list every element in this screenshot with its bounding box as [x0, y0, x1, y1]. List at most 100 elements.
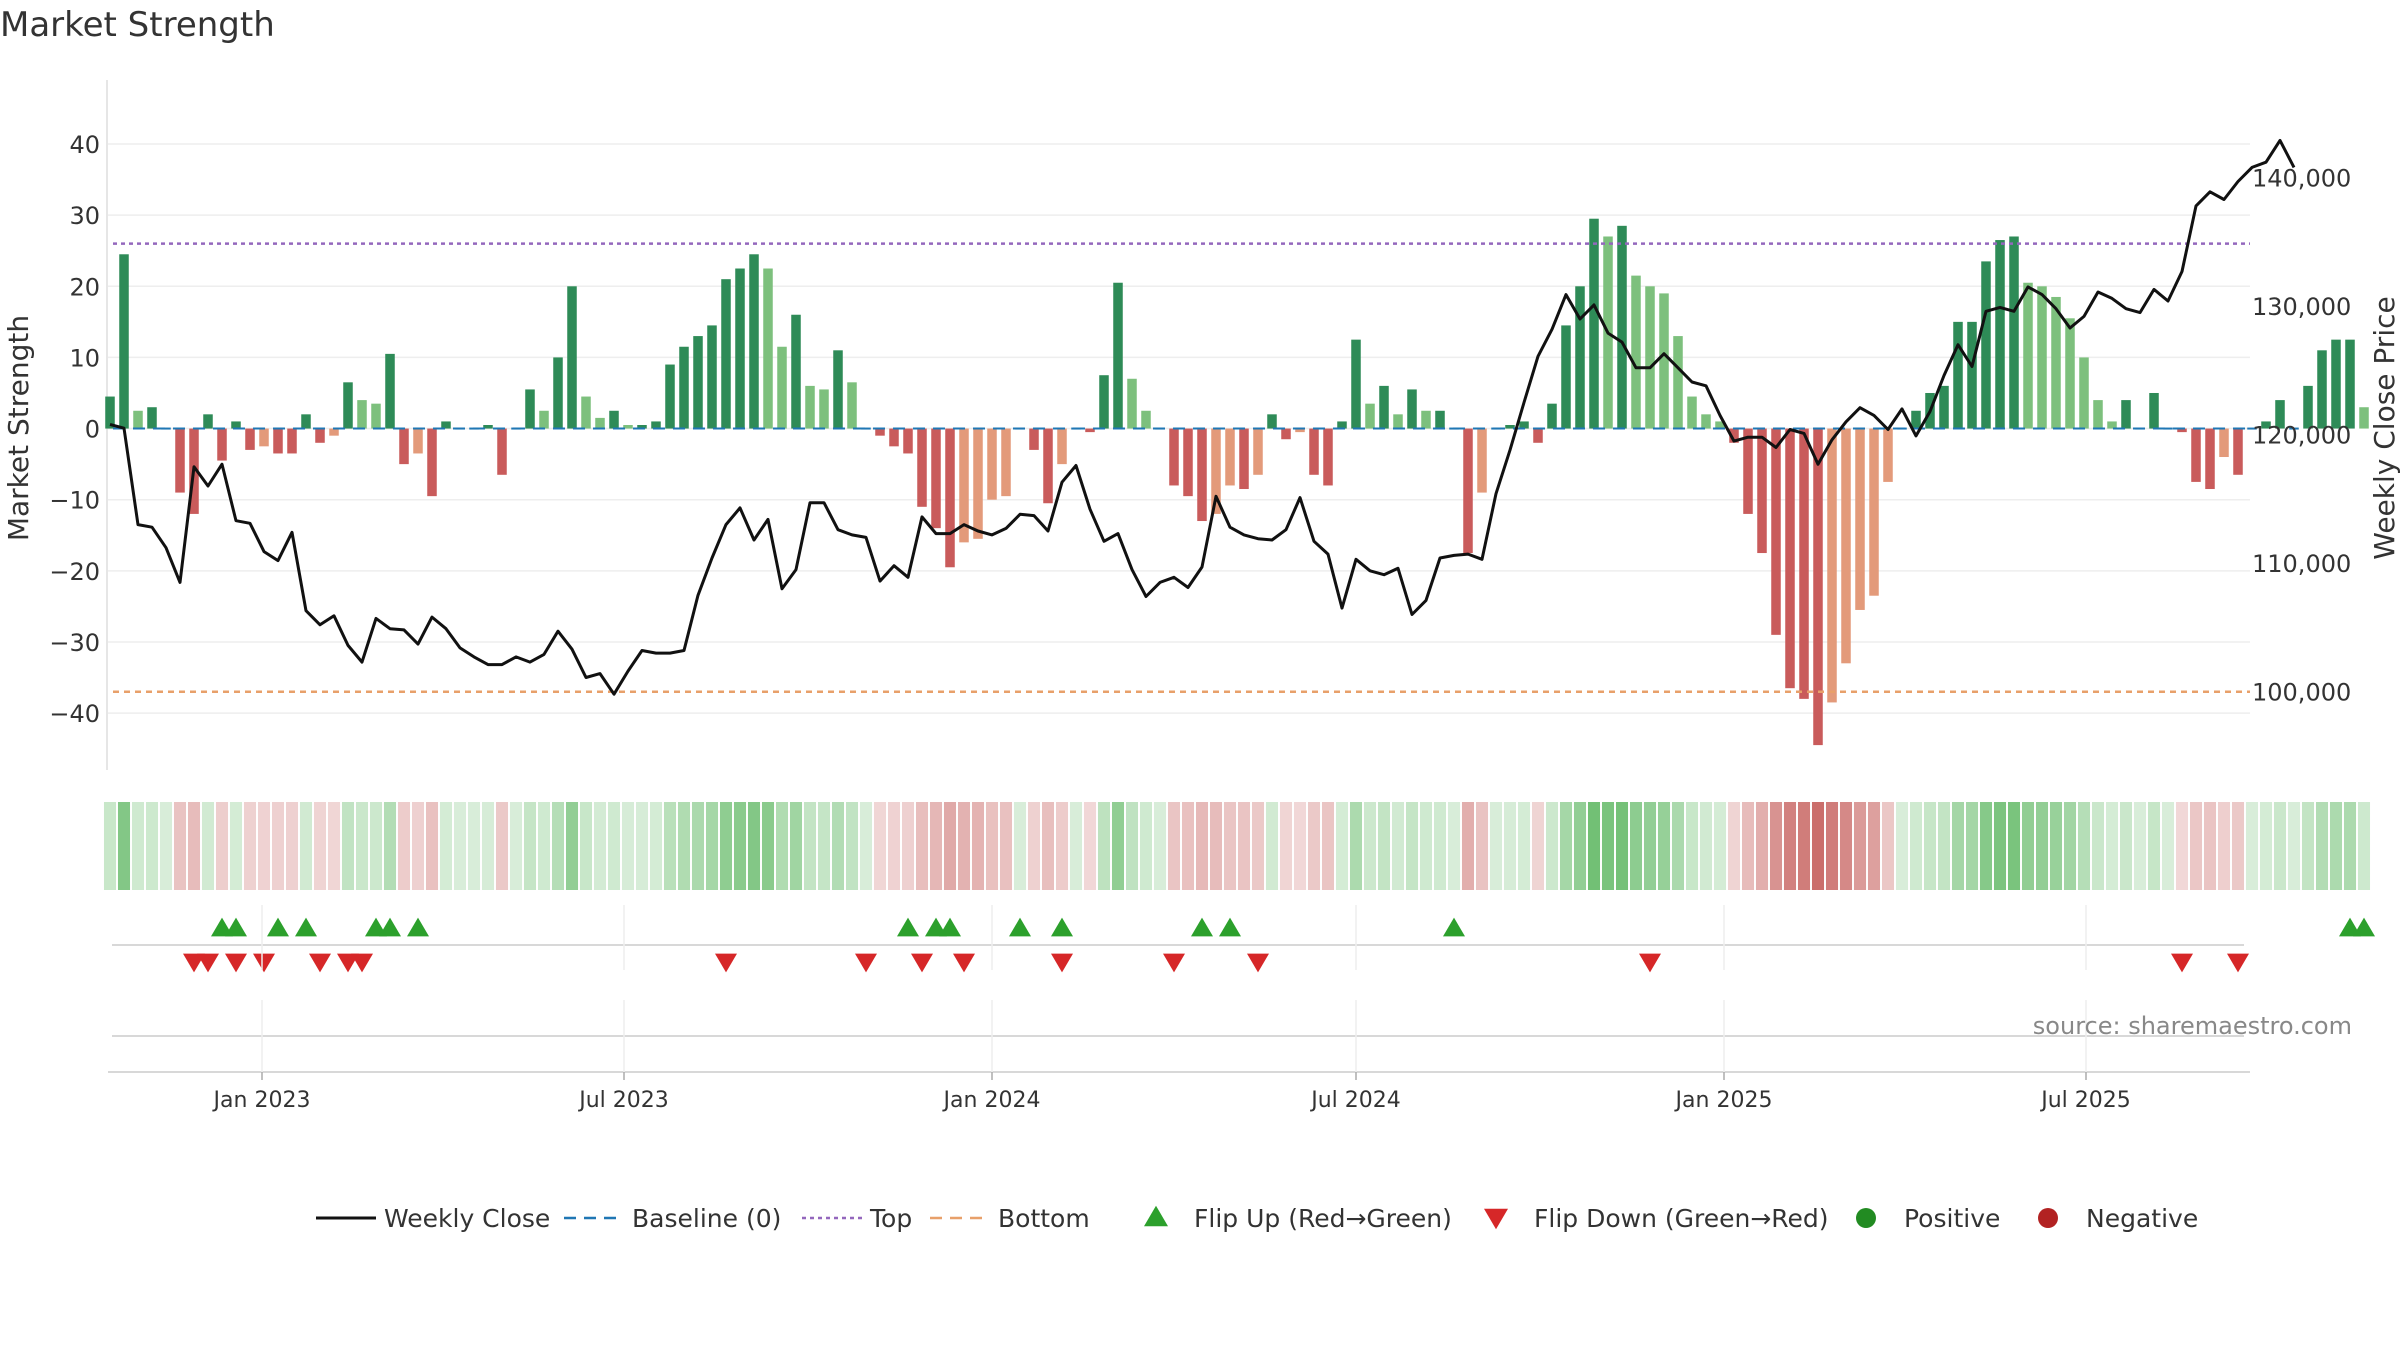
flip-up-marker [407, 917, 429, 937]
strength-bar [1197, 428, 1207, 522]
heat-cell [803, 802, 817, 890]
chart-title: Market Strength [0, 5, 275, 45]
flip-up-marker [379, 917, 401, 937]
heat-cell [915, 802, 929, 890]
y-tick-label: 30 [69, 202, 100, 230]
strength-bar [1519, 421, 1529, 429]
heat-cell [1027, 802, 1041, 890]
heat-cell [1587, 802, 1601, 890]
heat-cell [789, 802, 803, 890]
strength-bar [847, 382, 857, 429]
strength-bar [2303, 385, 2313, 429]
strength-bar [1631, 275, 1641, 429]
heat-cell [2301, 802, 2315, 890]
strength-bar [1001, 428, 1011, 497]
strength-bar [2107, 421, 2117, 429]
strength-bar [637, 425, 647, 429]
strength-bar [1141, 410, 1151, 429]
heat-cell [495, 802, 509, 890]
flip-up-marker [225, 917, 247, 937]
heat-cell [1699, 802, 1713, 890]
strength-bar [175, 428, 185, 493]
heat-cell [257, 802, 271, 890]
heat-cell [691, 802, 705, 890]
heat-cell [1475, 802, 1489, 890]
strength-bar [1309, 428, 1319, 475]
heat-cell [2049, 802, 2063, 890]
heat-cell [2315, 802, 2329, 890]
heat-cell [1111, 802, 1125, 890]
heat-cell [957, 802, 971, 890]
heat-cell [2259, 802, 2273, 890]
flip-up-marker [897, 917, 919, 937]
heat-cell [1657, 802, 1671, 890]
strength-bar [707, 325, 717, 429]
flip-markers [183, 917, 2375, 973]
heat-cell [509, 802, 523, 890]
strength-bar [791, 314, 801, 429]
flip-down-marker [1247, 953, 1269, 973]
flip-up-marker [2353, 917, 2375, 937]
legend-label: Top [869, 1204, 912, 1233]
strength-bar [2079, 357, 2089, 429]
heat-cell [845, 802, 859, 890]
heat-cell [649, 802, 663, 890]
strength-bar [1351, 339, 1361, 429]
legend-item: Negative [2038, 1204, 2198, 1233]
heat-cell [1615, 802, 1629, 890]
heat-cell [887, 802, 901, 890]
heat-cell [2343, 802, 2357, 890]
strength-bar [2051, 296, 2061, 429]
legend-label: Positive [1904, 1204, 2000, 1233]
strength-bar [1421, 410, 1431, 429]
y-tick-label: 0 [85, 416, 100, 444]
heat-cell [1377, 802, 1391, 890]
heat-cell [1797, 802, 1811, 890]
strength-bar [147, 407, 157, 429]
heat-cell [1993, 802, 2007, 890]
flip-down-marker [351, 953, 373, 973]
heat-cell [1335, 802, 1349, 890]
strength-bar [1855, 428, 1865, 610]
legend-item: Top [802, 1204, 912, 1233]
strength-bar [2065, 318, 2075, 429]
strength-bar [2359, 407, 2369, 429]
strength-bar [1337, 421, 1347, 429]
heat-cell [397, 802, 411, 890]
strength-bar [301, 414, 311, 429]
strength-bar [273, 428, 283, 454]
flip-up-marker [295, 917, 317, 937]
heat-cell [187, 802, 201, 890]
flip-down-marker [183, 953, 205, 973]
strength-bar [2149, 392, 2159, 429]
y2-tick-label: 140,000 [2252, 165, 2351, 193]
heat-cell [1895, 802, 1909, 890]
flip-up-marker [1443, 917, 1465, 937]
strength-bar [1267, 414, 1277, 429]
strength-bar [1281, 428, 1291, 440]
strength-bar [567, 286, 577, 429]
heat-cell [1013, 802, 1027, 890]
flip-up-marker [2339, 917, 2361, 937]
y-tick-label: 10 [69, 344, 100, 372]
heat-cell [117, 802, 131, 890]
heat-cell [551, 802, 565, 890]
y-tick-label: −20 [49, 558, 100, 586]
heat-cell [1083, 802, 1097, 890]
heat-cell [593, 802, 607, 890]
strength-bar [1323, 428, 1333, 486]
weekly-close-line [109, 138, 2296, 696]
strength-bar [1477, 428, 1487, 493]
heat-cell [1349, 802, 1363, 890]
strength-bar [2317, 350, 2327, 429]
heat-cell [1223, 802, 1237, 890]
strength-bar [735, 268, 745, 429]
strength-bar [1211, 428, 1221, 514]
strength-bar [889, 428, 899, 447]
strength-bar [2205, 428, 2215, 490]
heat-cell [383, 802, 397, 890]
strength-bar [1575, 286, 1585, 429]
heat-cell [1909, 802, 1923, 890]
flip-down-marker [337, 953, 359, 973]
strength-bar [1645, 286, 1655, 429]
